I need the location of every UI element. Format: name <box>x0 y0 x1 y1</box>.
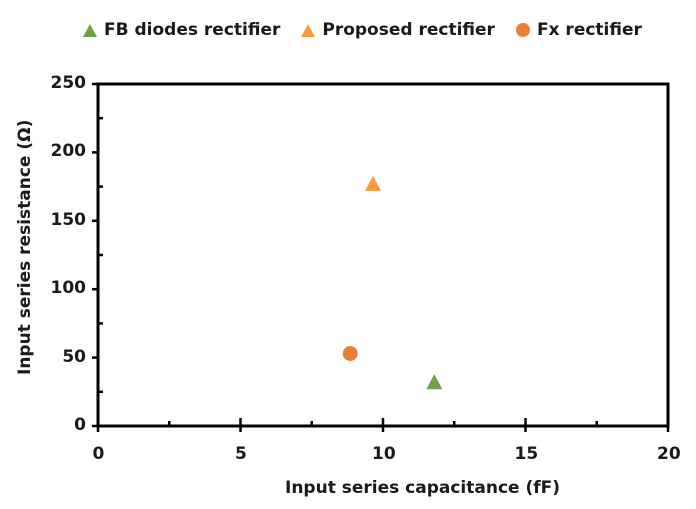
x-tick-label: 5 <box>235 444 247 464</box>
x-tick-label: 10 <box>372 444 396 464</box>
legend-item-fb-diodes: FB diodes rectifier <box>82 20 280 40</box>
y-tick-label: 100 <box>50 278 87 299</box>
legend-label: Fx rectifier <box>536 20 642 40</box>
x-tick-label: 15 <box>514 444 539 464</box>
triangle-marker-icon <box>301 23 316 37</box>
data-point-triangle <box>365 175 382 191</box>
legend-label: FB diodes rectifier <box>104 20 281 40</box>
legend-item-proposed: Proposed rectifier <box>300 20 495 40</box>
y-tick-label: 200 <box>50 141 87 162</box>
triangle-marker-icon <box>83 23 97 37</box>
circle-marker-icon <box>515 23 530 37</box>
x-tick-label: 20 <box>657 444 681 464</box>
x-tick-label: 0 <box>92 444 105 464</box>
y-tick-label: 50 <box>62 346 86 367</box>
plot-frame <box>96 82 670 428</box>
y-tick-label: 250 <box>50 73 87 93</box>
y-axis-title: Input series resistance (Ω) <box>15 119 35 375</box>
chart-legend: FB diodes rectifier Proposed rectifier F… <box>82 17 662 43</box>
data-point-circle <box>342 345 358 361</box>
y-tick-label: 150 <box>50 209 87 230</box>
data-point-triangle <box>426 374 443 390</box>
legend-item-fx: Fx rectifier <box>515 20 642 40</box>
legend-label: Proposed rectifier <box>322 20 495 40</box>
x-axis-title: Input series capacitance (fF) <box>285 478 561 498</box>
y-tick-label: 0 <box>74 415 86 435</box>
